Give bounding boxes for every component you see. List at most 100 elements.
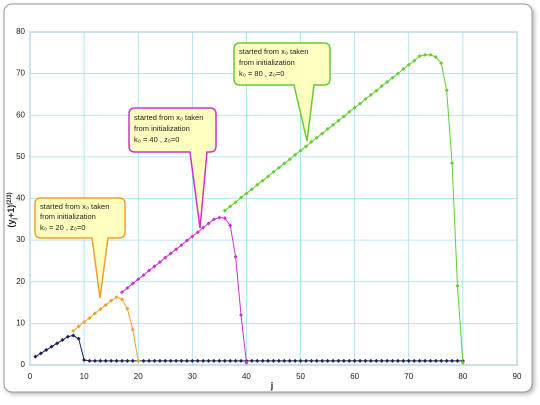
- point: [228, 223, 233, 228]
- point: [444, 358, 449, 363]
- point: [406, 62, 411, 67]
- point: [314, 135, 319, 140]
- point: [222, 216, 227, 221]
- point: [358, 358, 363, 363]
- point: [60, 338, 65, 343]
- y-label-part: (2/3): [7, 192, 13, 204]
- point: [163, 358, 168, 363]
- point: [336, 358, 341, 363]
- point: [249, 358, 254, 363]
- point: [228, 204, 233, 209]
- callout: started from x₀ taken from initializatio…: [128, 107, 217, 229]
- point: [44, 348, 49, 353]
- point: [390, 358, 395, 363]
- point: [152, 358, 157, 363]
- point: [385, 79, 390, 84]
- point: [163, 255, 168, 260]
- point: [157, 358, 162, 363]
- x-axis-label: j: [270, 380, 274, 390]
- point: [417, 358, 422, 363]
- point: [325, 358, 330, 363]
- point: [255, 358, 260, 363]
- point: [65, 334, 70, 339]
- callout-box: [34, 197, 126, 299]
- point: [179, 243, 184, 248]
- point: [395, 358, 400, 363]
- point: [87, 358, 92, 363]
- y-tick-label: 20: [16, 277, 25, 286]
- point: [401, 67, 406, 72]
- point: [417, 54, 422, 59]
- y-tick-label: 30: [16, 235, 25, 244]
- series-layer: [33, 52, 465, 365]
- x-tick-label: 20: [134, 372, 143, 381]
- point: [412, 358, 417, 363]
- point: [428, 358, 433, 363]
- point: [114, 358, 119, 363]
- point: [87, 315, 92, 320]
- point: [125, 285, 130, 290]
- point: [33, 354, 38, 359]
- point: [119, 290, 124, 295]
- point: [201, 358, 206, 363]
- point: [92, 358, 97, 363]
- point: [228, 358, 233, 363]
- point: [174, 247, 179, 252]
- point: [331, 358, 336, 363]
- callout-text: from initialization: [134, 124, 190, 133]
- point: [239, 313, 244, 318]
- point: [119, 297, 124, 302]
- point: [109, 358, 114, 363]
- point: [98, 307, 103, 312]
- point: [71, 328, 76, 333]
- callout-text: started from x₀ taken: [134, 113, 203, 122]
- point: [239, 195, 244, 200]
- x-tick-label: 70: [404, 372, 413, 381]
- point: [271, 169, 276, 174]
- point: [147, 268, 152, 273]
- point: [444, 88, 449, 93]
- point: [439, 358, 444, 363]
- y-label-part: +1): [6, 205, 16, 218]
- callout-text: from initialization: [40, 212, 96, 221]
- point: [76, 324, 81, 329]
- point: [439, 61, 444, 66]
- x-tick-label: 30: [188, 372, 197, 381]
- point: [347, 358, 352, 363]
- point: [141, 358, 146, 363]
- point: [374, 358, 379, 363]
- y-tick-label: 0: [21, 360, 26, 369]
- point: [336, 118, 341, 123]
- point: [428, 52, 433, 57]
- x-tick-label: 60: [350, 372, 359, 381]
- point: [206, 221, 211, 226]
- point: [190, 358, 195, 363]
- point: [195, 230, 200, 235]
- point: [195, 358, 200, 363]
- callout-box: [128, 107, 217, 229]
- point: [38, 351, 43, 356]
- point: [368, 358, 373, 363]
- point: [406, 358, 411, 363]
- point: [103, 358, 108, 363]
- point: [282, 161, 287, 166]
- point: [276, 165, 281, 170]
- point: [168, 358, 173, 363]
- point: [244, 191, 249, 196]
- point: [282, 358, 287, 363]
- point: [293, 358, 298, 363]
- point: [374, 88, 379, 93]
- x-tick-label: 10: [80, 372, 89, 381]
- point: [455, 358, 460, 363]
- y-tick-label: 80: [16, 27, 25, 36]
- point: [49, 344, 54, 349]
- point: [379, 358, 384, 363]
- point: [460, 360, 465, 365]
- y-axis-label: (yj+1)(2/3): [6, 192, 17, 227]
- point: [423, 52, 428, 57]
- point: [71, 333, 76, 338]
- point: [341, 358, 346, 363]
- point: [55, 341, 60, 346]
